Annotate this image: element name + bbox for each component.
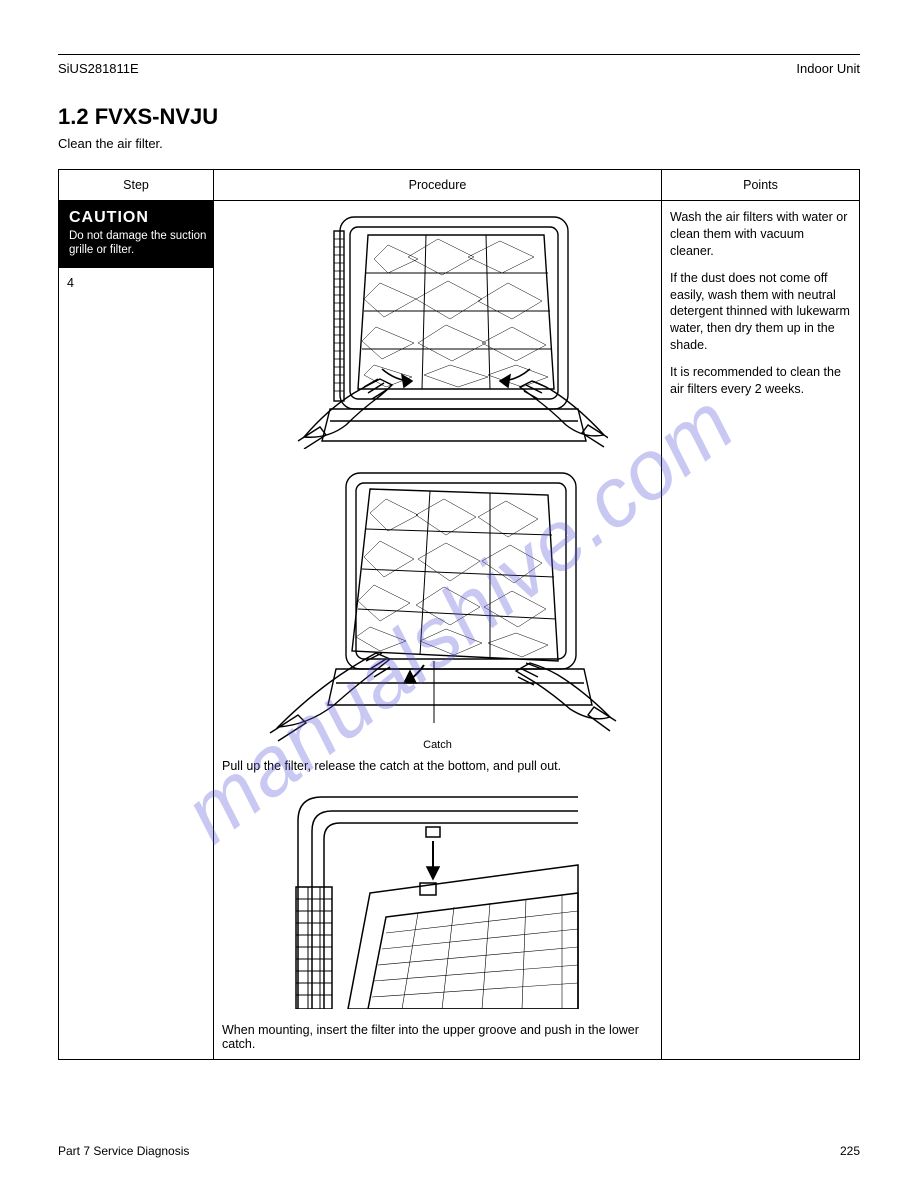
header-left: SiUS281811E xyxy=(58,61,139,76)
col-procedure: Procedure xyxy=(214,170,662,201)
header-right: Indoor Unit xyxy=(796,61,860,76)
caution-box: CAUTION Do not damage the suction grille… xyxy=(59,201,213,268)
procedure-cell: Catch Pull up the filter, release the ca… xyxy=(214,201,662,1060)
footer-left: Part 7 Service Diagnosis xyxy=(58,1144,189,1158)
procedure-table: Step Procedure Points CAUTION Do not dam… xyxy=(58,169,860,1060)
table-row: CAUTION Do not damage the suction grille… xyxy=(59,201,860,1060)
remark-1: Wash the air filters with water or clean… xyxy=(670,209,851,260)
page-footer: Part 7 Service Diagnosis 225 xyxy=(58,1144,860,1158)
figure-3-wrap xyxy=(222,787,653,1017)
section-subtitle: Clean the air filter. xyxy=(58,136,860,151)
col-points: Points xyxy=(662,170,860,201)
remark-2: If the dust does not come off easily, wa… xyxy=(670,270,851,354)
remark-3: It is recommended to clean the air filte… xyxy=(670,364,851,398)
caution-title: CAUTION xyxy=(69,209,207,227)
figure-2 xyxy=(258,465,618,745)
page-header: SiUS281811E Indoor Unit xyxy=(58,61,860,76)
figure-1 xyxy=(268,209,608,449)
figure-1-wrap xyxy=(222,209,653,459)
table-header-row: Step Procedure Points xyxy=(59,170,860,201)
instruction-1: Pull up the filter, release the catch at… xyxy=(222,759,653,773)
step-cell: CAUTION Do not damage the suction grille… xyxy=(59,201,214,1060)
top-rule xyxy=(58,54,860,55)
step-number: 4 xyxy=(67,276,205,290)
footer-right: 225 xyxy=(840,1144,860,1158)
figure-2-wrap: Catch xyxy=(222,465,653,755)
page: SiUS281811E Indoor Unit 1.2 FVXS-NVJU Cl… xyxy=(0,0,918,1188)
figure-3 xyxy=(278,787,598,1009)
instruction-2: When mounting, insert the filter into th… xyxy=(222,1023,653,1051)
remarks: Wash the air filters with water or clean… xyxy=(670,209,851,398)
points-cell: Wash the air filters with water or clean… xyxy=(662,201,860,1060)
catch-label: Catch xyxy=(423,739,452,751)
col-step: Step xyxy=(59,170,214,201)
section-title: 1.2 FVXS-NVJU xyxy=(58,104,860,130)
caution-body: Do not damage the suction grille or filt… xyxy=(69,229,207,258)
